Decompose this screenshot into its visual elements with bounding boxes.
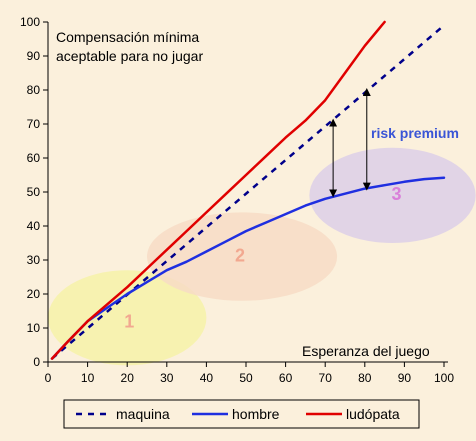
- zone-ellipse-2: [147, 212, 338, 301]
- y-tick-label: 10: [27, 321, 41, 335]
- x-tick-label: 0: [45, 371, 52, 385]
- risk-premium-label: risk premium: [371, 125, 459, 141]
- y-tick-label: 30: [27, 253, 41, 267]
- series-line-hombre: [50, 176, 446, 360]
- y-tick-label: 80: [27, 83, 41, 97]
- x-tick-label: 20: [121, 371, 135, 385]
- zone-ellipse-1: [48, 270, 207, 366]
- x-tick-label: 60: [279, 371, 293, 385]
- x-tick-label: 80: [358, 371, 372, 385]
- x-tick-label: 30: [160, 371, 174, 385]
- x-tick-label: 50: [239, 371, 253, 385]
- zone-label-3: 3: [392, 184, 402, 204]
- series-line-maquina: [51, 24, 445, 360]
- y-tick-label: 60: [27, 151, 41, 165]
- zone-label-1: 1: [124, 312, 134, 332]
- zone-ellipse-3: [309, 147, 476, 243]
- legend-entry-maquina: maquina: [116, 406, 170, 422]
- x-tick-label: 70: [319, 371, 333, 385]
- x-tick-label: 40: [200, 371, 214, 385]
- x-tick-label: 10: [81, 371, 95, 385]
- legend-entry-hombre: hombre: [232, 406, 280, 422]
- x-axis-label: Esperanza del juego: [302, 343, 430, 359]
- legend-entry-ludópata: ludópata: [346, 406, 400, 422]
- series-line-ludópata: [50, 20, 386, 360]
- x-tick-label: 90: [398, 371, 412, 385]
- zone-label-2: 2: [235, 245, 245, 265]
- y-tick-label: 50: [27, 185, 41, 199]
- legend-box: [63, 399, 420, 429]
- y-tick-label: 40: [27, 219, 41, 233]
- y-tick-label: 20: [27, 287, 41, 301]
- y-tick-label: 90: [27, 49, 41, 63]
- y-tick-label: 0: [33, 355, 40, 369]
- y-axis-label: aceptable para no jugar: [56, 48, 203, 64]
- y-tick-label: 100: [20, 15, 40, 29]
- y-tick-label: 70: [27, 117, 41, 131]
- x-tick-label: 100: [434, 371, 454, 385]
- y-axis-label: Compensación mínima: [56, 29, 199, 45]
